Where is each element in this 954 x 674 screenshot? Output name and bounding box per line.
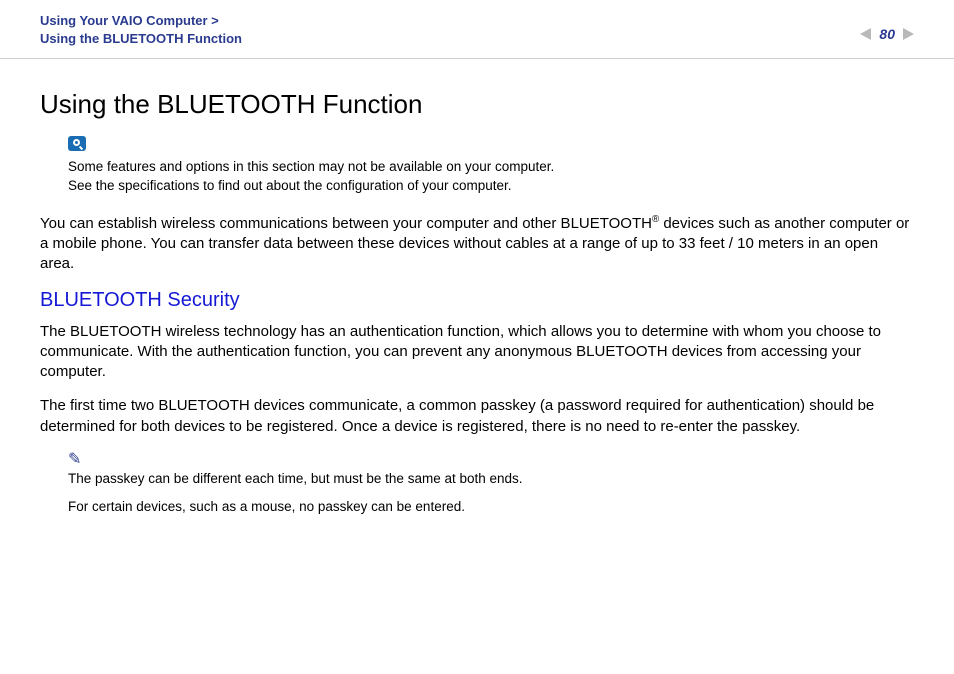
pencil-note-text: The passkey can be different each time, … bbox=[68, 470, 914, 516]
breadcrumb-line1: Using Your VAIO Computer > bbox=[40, 12, 242, 30]
info-note-line1: Some features and options in this sectio… bbox=[68, 158, 914, 176]
section-heading-security: BLUETOOTH Security bbox=[40, 289, 914, 312]
breadcrumb: Using Your VAIO Computer > Using the BLU… bbox=[40, 12, 242, 48]
page-header: Using Your VAIO Computer > Using the BLU… bbox=[0, 0, 954, 58]
pencil-note-line1: The passkey can be different each time, … bbox=[68, 470, 914, 488]
page-content: Using the BLUETOOTH Function Some featur… bbox=[0, 59, 954, 516]
info-note-block: Some features and options in this sectio… bbox=[68, 136, 914, 194]
info-note-text: Some features and options in this sectio… bbox=[68, 158, 914, 194]
next-page-arrow-icon[interactable] bbox=[903, 28, 914, 40]
breadcrumb-line2: Using the BLUETOOTH Function bbox=[40, 30, 242, 48]
info-note-line2: See the specifications to find out about… bbox=[68, 177, 914, 195]
intro-text-before: You can establish wireless communication… bbox=[40, 215, 652, 232]
magnifier-info-icon bbox=[68, 136, 86, 151]
security-paragraph-2: The first time two BLUETOOTH devices com… bbox=[40, 396, 914, 437]
page-nav: 80 bbox=[860, 12, 914, 42]
intro-paragraph: You can establish wireless communication… bbox=[40, 213, 914, 275]
page-title: Using the BLUETOOTH Function bbox=[40, 89, 914, 120]
pencil-note-block: ✎ The passkey can be different each time… bbox=[68, 451, 914, 516]
security-paragraph-1: The BLUETOOTH wireless technology has an… bbox=[40, 322, 914, 383]
page-number: 80 bbox=[879, 26, 895, 42]
prev-page-arrow-icon[interactable] bbox=[860, 28, 871, 40]
pencil-note-line2: For certain devices, such as a mouse, no… bbox=[68, 498, 914, 516]
pencil-icon: ✎ bbox=[68, 452, 81, 468]
